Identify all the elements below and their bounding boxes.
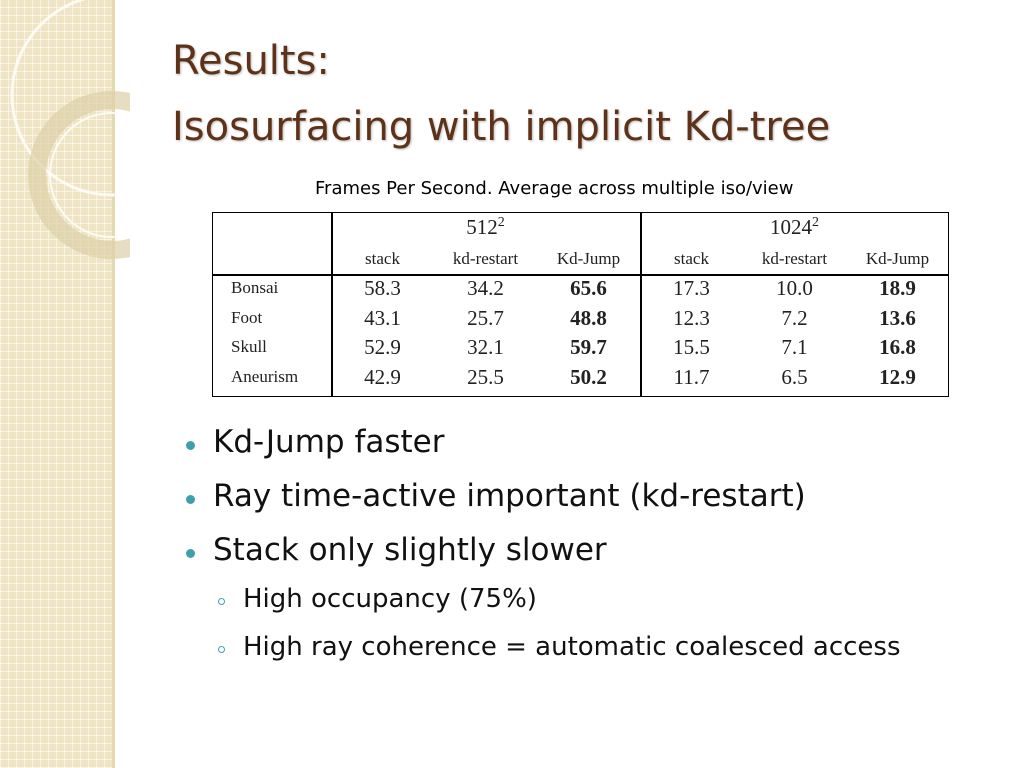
column-header: Kd-Jump — [865, 249, 930, 268]
results-table: 5122 10242 stack kd-restart Kd-Jump stack kd-r… — [212, 212, 949, 397]
bullet-marker — [186, 441, 195, 450]
table-cell: 32.1 — [467, 335, 504, 359]
group-header: 5122 — [331, 215, 640, 240]
table-cell: 59.7 — [570, 335, 607, 359]
table-cell: 25.5 — [467, 364, 504, 389]
row-label: Foot — [231, 307, 263, 327]
bullet: Ray time-active important (kd-restart) — [213, 478, 806, 514]
bullet-marker — [186, 549, 195, 558]
table-cell: 58.3 — [364, 276, 401, 300]
decor-circles — [10, 0, 130, 259]
table-cell: 16.8 — [879, 335, 916, 359]
table-cell: 12.3 — [673, 305, 710, 330]
sub-bullet-marker — [218, 646, 225, 653]
table-cell: 7.2 — [781, 305, 808, 330]
table-cell: 13.6 — [879, 305, 916, 330]
table-divider — [331, 213, 333, 396]
column-header: stack — [365, 249, 400, 268]
group-base: 1024 — [770, 215, 812, 239]
group-exp: 2 — [812, 215, 819, 230]
sub-bullet: High occupancy (75%) — [243, 584, 537, 614]
table-cell: 15.5 — [673, 335, 710, 359]
table-cell: 12.9 — [879, 364, 916, 389]
group-header: 10242 — [640, 215, 949, 240]
group-base: 512 — [466, 215, 498, 239]
table-cell: 11.7 — [673, 364, 710, 389]
decor-edge — [112, 0, 115, 768]
bullet: Stack only slightly slower — [213, 532, 607, 568]
table-cell: 50.2 — [570, 364, 607, 389]
row-label: Skull — [231, 337, 267, 356]
table-cell: 43.1 — [364, 305, 401, 330]
table-cell: 25.7 — [467, 305, 504, 330]
table-cell: 65.6 — [570, 276, 607, 300]
column-header: kd-restart — [452, 249, 519, 268]
table-cell: 7.1 — [781, 335, 808, 359]
caption: Frames Per Second. Average across multip… — [315, 178, 794, 199]
title-line: Isosurfacing with implicit Kd-tree — [172, 104, 831, 150]
group-exp: 2 — [497, 215, 505, 230]
table-cell: 17.3 — [673, 276, 710, 300]
table-cell: 52.9 — [364, 335, 401, 359]
table-cell: 10.0 — [776, 276, 813, 300]
bullet: Kd-Jump faster — [213, 424, 445, 460]
table-cell: 18.9 — [879, 276, 916, 300]
title-line: Results: — [172, 38, 330, 84]
row-label: Bonsai — [231, 278, 279, 297]
table-divider — [640, 213, 642, 396]
table-cell: 34.2 — [467, 276, 504, 300]
table-cell: 42.9 — [364, 364, 401, 389]
table-cell: 48.8 — [570, 305, 607, 330]
table-divider — [213, 274, 948, 276]
row-label: Aneurism — [231, 366, 299, 386]
column-header: kd-restart — [761, 249, 828, 268]
column-header: Kd-Jump — [556, 249, 621, 268]
bullet-marker — [186, 495, 195, 504]
sub-bullet-marker — [218, 598, 225, 605]
sub-bullet: High ray coherence = automatic coalesced… — [243, 632, 901, 662]
table-cell: 6.5 — [781, 364, 808, 389]
column-header: stack — [674, 249, 709, 268]
